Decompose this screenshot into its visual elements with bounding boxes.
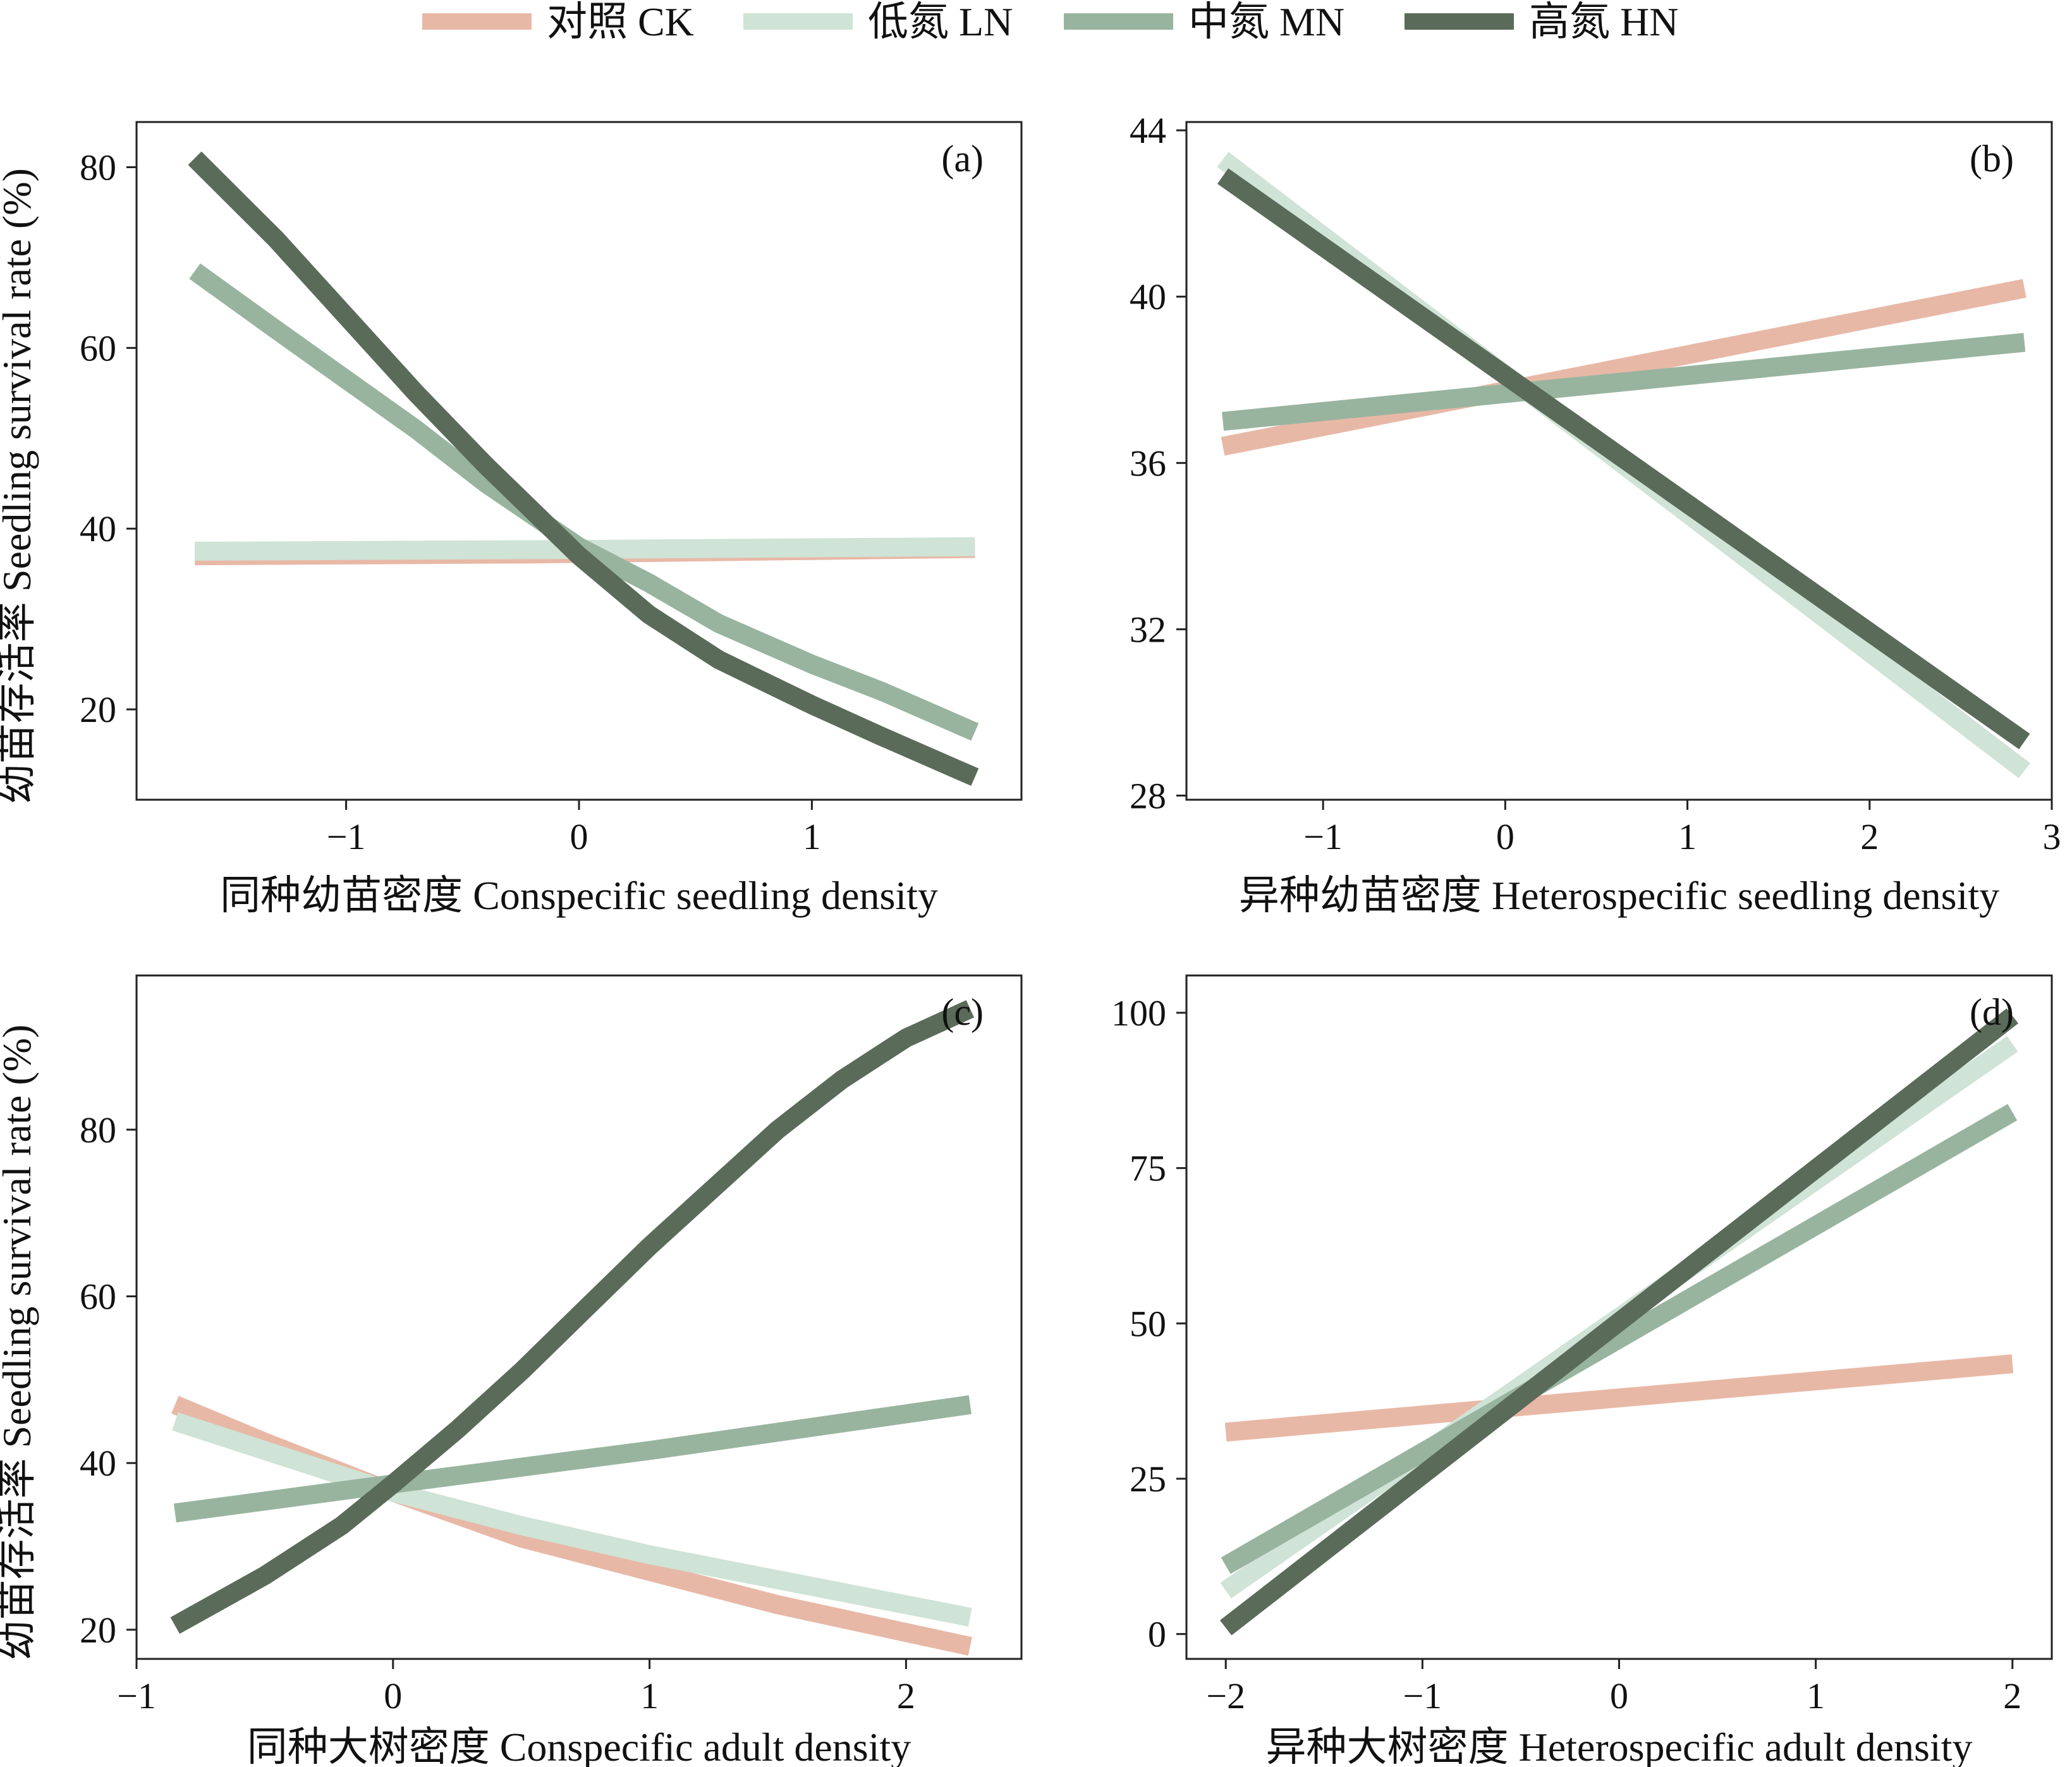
y-tick-label: 44 <box>1130 110 1166 151</box>
panel-tag: (d) <box>1970 991 2014 1033</box>
x-tick-label: 1 <box>1807 1675 1825 1716</box>
x-axis-label: 异种大树密度 Heterospecific adult density <box>1266 1725 1973 1767</box>
x-axis-label: 同种幼苗密度 Conspecific seedling density <box>220 873 938 918</box>
y-tick-label: 75 <box>1130 1148 1166 1189</box>
y-tick-label: 60 <box>80 327 116 369</box>
y-tick-label: 60 <box>80 1276 116 1318</box>
x-tick-label: −1 <box>1303 816 1343 857</box>
y-tick-label: 36 <box>1130 443 1166 484</box>
y-tick-label: 40 <box>80 508 116 549</box>
y-tick-label: 25 <box>1130 1458 1166 1500</box>
x-tick-label: 0 <box>384 1675 402 1716</box>
panel-tag: (a) <box>941 138 984 180</box>
series-line-3 <box>1219 1008 2019 1636</box>
x-tick-label: 0 <box>570 816 588 857</box>
panel-tag: (b) <box>1970 138 2014 180</box>
x-tick-label: 1 <box>640 1675 659 1716</box>
x-tick-label: 2 <box>897 1675 915 1716</box>
series-line-2 <box>173 1395 972 1523</box>
x-tick-label: 0 <box>1610 1675 1628 1716</box>
x-tick-label: 1 <box>1678 816 1697 857</box>
panel-d: −2 −1 0 1 2 0 25 50 75 100 (d) 异种大树密度 Heterospecifi… <box>1111 974 2053 1767</box>
legend-label: 对照 CK <box>547 0 694 44</box>
x-tick-label: −1 <box>327 816 366 857</box>
plot-frame <box>135 974 1023 1660</box>
plot-frame <box>1185 121 2053 801</box>
y-tick-label: 80 <box>80 1110 116 1151</box>
panel-a: −1 0 1 20 40 60 80 (a) 同种幼苗密度 Conspecific seedli… <box>0 121 1023 918</box>
x-axis-label: 异种幼苗密度 Heterospecific seedling density <box>1239 873 1999 918</box>
x-tick-label: −1 <box>1403 1675 1442 1716</box>
y-tick-label: 40 <box>80 1443 116 1484</box>
y-tick-label: 40 <box>1130 276 1166 317</box>
x-axis-label: 同种大树密度 Conspecific adult density <box>247 1725 911 1767</box>
panel-b: −1 0 1 2 3 28 32 36 40 44 (b) 异种幼苗密度 Heterospecific… <box>1130 110 2061 918</box>
x-tick-label: −2 <box>1206 1675 1245 1716</box>
panel-c: −1 0 1 2 20 40 60 80 (c) 同种大树密度 Conspecific adult… <box>0 974 1023 1767</box>
series-line-1 <box>172 1412 972 1627</box>
series-line-3 <box>1217 168 2030 750</box>
x-tick-label: 2 <box>1860 816 1879 857</box>
y-axis-label: 幼苗存活率 Seedling survival rate (%) <box>0 168 39 804</box>
y-tick-label: 20 <box>80 1610 116 1651</box>
series-line-2 <box>1221 1104 2018 1574</box>
series-line-2 <box>189 263 979 741</box>
y-tick-label: 80 <box>80 147 116 188</box>
y-tick-label: 50 <box>1130 1303 1166 1344</box>
x-tick-label: 1 <box>803 816 821 857</box>
y-tick-label: 100 <box>1111 993 1166 1034</box>
series-line-0 <box>171 1396 972 1656</box>
y-tick-label: 32 <box>1130 609 1166 650</box>
x-tick-label: −1 <box>117 1675 156 1716</box>
y-tick-label: 20 <box>80 689 116 730</box>
series-line-0 <box>1224 1354 2014 1442</box>
x-tick-label: 2 <box>2003 1675 2021 1716</box>
series-line-3 <box>188 151 979 786</box>
x-tick-label: 3 <box>2043 816 2061 857</box>
y-tick-label: 0 <box>1148 1614 1166 1655</box>
series-line-3 <box>170 1000 975 1634</box>
y-tick-label: 28 <box>1130 775 1166 816</box>
panel-tag: (c) <box>941 991 984 1033</box>
series-line-2 <box>1222 333 2026 431</box>
legend-label: 低氮 LN <box>868 0 1013 44</box>
x-tick-label: 0 <box>1496 816 1514 857</box>
legend-label: 高氮 HN <box>1529 0 1678 44</box>
series-line-0 <box>1221 279 2026 456</box>
legend: 对照 CK 低氮 LN 中氮 MN 高氮 HN <box>422 0 1678 44</box>
y-axis-label: 幼苗存活率 Seedling survival rate (%) <box>0 1025 39 1661</box>
legend-label: 中氮 MN <box>1188 0 1344 44</box>
